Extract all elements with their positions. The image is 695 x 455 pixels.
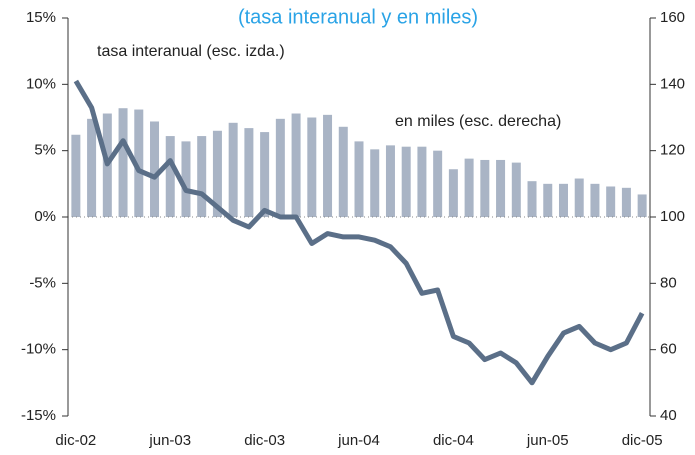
bar — [197, 136, 207, 217]
bar — [244, 128, 254, 217]
bar — [291, 113, 301, 217]
bar — [354, 141, 364, 217]
chart-title: (tasa interanual y en miles) — [238, 6, 478, 28]
bar — [385, 145, 395, 217]
y2-tick-label: 120 — [660, 142, 685, 159]
x-tick-label: dic-05 — [622, 432, 663, 449]
y-tick-label: -15% — [21, 407, 56, 424]
bar — [543, 183, 553, 217]
x-tick-label: jun-03 — [148, 432, 191, 449]
x-tick-label: dic-02 — [55, 432, 96, 449]
annotation: en miles (esc. derecha) — [395, 113, 561, 130]
bar — [433, 150, 443, 217]
bar — [448, 169, 458, 217]
bar — [480, 159, 490, 217]
bar — [401, 146, 411, 217]
bar — [150, 121, 160, 217]
bar — [134, 109, 144, 217]
x-tick-label: dic-03 — [244, 432, 285, 449]
bar — [181, 141, 191, 217]
bar — [228, 122, 238, 217]
y2-tick-label: 140 — [660, 75, 685, 92]
line — [73, 79, 645, 386]
bar — [118, 108, 128, 217]
annotation: tasa interanual (esc. izda.) — [97, 43, 285, 60]
bar — [260, 132, 270, 217]
bar — [323, 114, 333, 217]
y2-tick-label: 40 — [660, 407, 677, 424]
bar — [464, 158, 474, 217]
y2-tick-label: 160 — [660, 9, 685, 26]
bar — [71, 134, 81, 217]
y2-tick-label: 80 — [660, 274, 677, 291]
y-tick-label: 5% — [34, 142, 56, 159]
bar — [370, 149, 380, 217]
x-tick-label: dic-04 — [433, 432, 474, 449]
bar — [621, 187, 631, 217]
y2-tick-label: 60 — [660, 341, 677, 358]
bar — [527, 181, 537, 217]
y2-tick-label: 100 — [660, 208, 685, 225]
bar — [417, 146, 427, 217]
bar — [574, 178, 584, 217]
bar — [275, 118, 285, 217]
y-tick-label: 0% — [34, 208, 56, 225]
y-tick-label: 15% — [26, 9, 56, 26]
y-tick-label: -10% — [21, 341, 56, 358]
bar — [558, 183, 568, 217]
y-tick-label: -5% — [29, 274, 56, 291]
bar — [590, 183, 600, 217]
bar — [511, 162, 521, 217]
bar — [165, 136, 175, 217]
bar — [87, 118, 97, 217]
bar — [338, 126, 348, 217]
bar — [496, 159, 506, 217]
bar — [637, 194, 647, 217]
bar — [606, 186, 616, 217]
bar — [212, 130, 222, 217]
x-tick-label: jun-04 — [337, 432, 380, 449]
x-tick-label: jun-05 — [526, 432, 569, 449]
y-tick-label: 10% — [26, 75, 56, 92]
bar — [307, 117, 317, 217]
